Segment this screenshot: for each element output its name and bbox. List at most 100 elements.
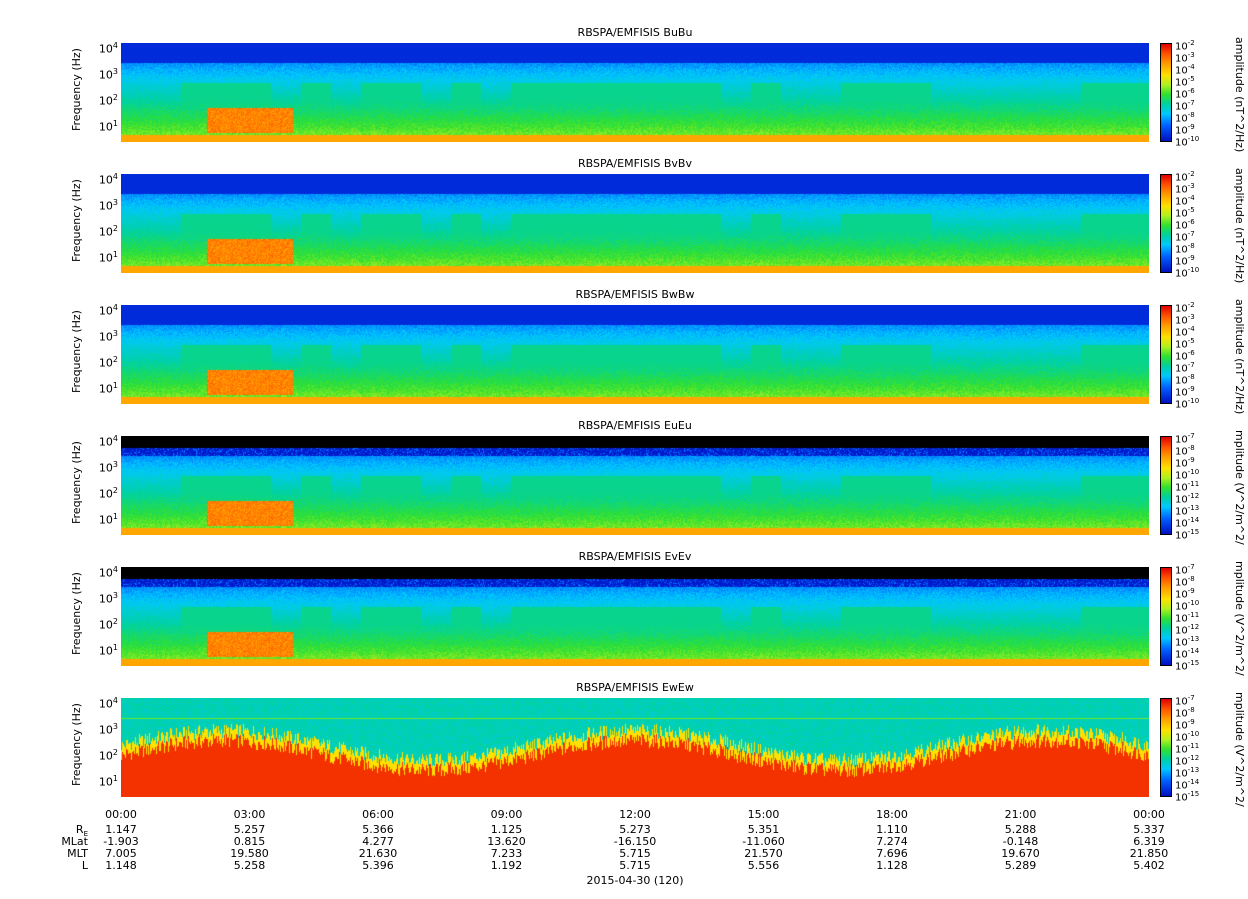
colorbar-title: amplitude (nT^2/Hz) <box>1233 37 1246 153</box>
colorbar-tick-label: 10-4 <box>1175 63 1195 77</box>
y-tick-label: 102 <box>98 355 118 370</box>
panel-title: RBSPA/EMFISIS EuEu <box>578 419 692 432</box>
colorbar-tick-label: 10-3 <box>1175 182 1195 196</box>
colorbar-tick-label: 10-11 <box>1175 611 1200 625</box>
colorbar-tick-label: 10-2 <box>1175 301 1195 315</box>
ephemeris-name: MLT <box>67 847 88 860</box>
y-axis-label: Frequency (Hz) <box>70 703 83 786</box>
colorbar <box>1160 567 1172 666</box>
colorbar-tick-label: 10-11 <box>1175 742 1200 756</box>
colorbar-tick-label: 10-15 <box>1175 528 1200 542</box>
colorbar-tick-label: 10-3 <box>1175 51 1195 65</box>
colorbar-tick-label: 10-12 <box>1175 623 1200 637</box>
ephemeris-value: 7.233 <box>490 847 523 860</box>
y-tick-label: 104 <box>98 565 118 580</box>
colorbar-tick-label: 10-14 <box>1175 516 1200 530</box>
y-tick-label: 101 <box>98 381 118 396</box>
y-tick-label: 103 <box>98 198 118 213</box>
ephemeris-value: 5.289 <box>1004 859 1037 872</box>
colorbar-tick-label: 10-10 <box>1175 468 1200 482</box>
ephemeris-value: 6.319 <box>1133 835 1165 848</box>
ephemeris-value: -0.148 <box>1002 835 1039 848</box>
x-tick-label: 00:00 <box>105 808 137 821</box>
colorbar-tick-label: 10-8 <box>1175 373 1195 387</box>
colorbar-tick-label: 10-9 <box>1175 587 1195 601</box>
colorbar-tick-label: 10-4 <box>1175 194 1195 208</box>
ephemeris-value: 7.696 <box>876 847 908 860</box>
ephemeris-value: 1.148 <box>105 859 137 872</box>
colorbar-tick-label: 10-9 <box>1175 123 1195 137</box>
panel-title: RBSPA/EMFISIS BwBw <box>575 288 695 301</box>
colorbar-tick-label: 10-2 <box>1175 39 1195 53</box>
y-tick-label: 104 <box>98 434 118 449</box>
ephemeris-value: 7.274 <box>876 835 908 848</box>
ephemeris-value: 13.620 <box>487 835 526 848</box>
ephemeris-value: 19.670 <box>1001 847 1040 860</box>
ephemeris-value: 19.580 <box>230 847 269 860</box>
y-tick-label: 104 <box>98 303 118 318</box>
ephemeris-name: L <box>81 859 88 872</box>
colorbar-tick-label: 10-13 <box>1175 635 1200 649</box>
colorbar-tick-label: 10-6 <box>1175 218 1195 232</box>
panel-title: RBSPA/EMFISIS EvEv <box>578 550 692 563</box>
spectrogram-2 <box>121 305 1149 404</box>
y-tick-label: 102 <box>98 748 118 763</box>
ephemeris-name: RE <box>75 823 88 839</box>
colorbar-title: amplitude (nT^2/Hz) <box>1233 299 1246 415</box>
panel-title: RBSPA/EMFISIS BvBv <box>578 157 692 170</box>
colorbar-tick-label: 10-7 <box>1175 563 1195 577</box>
ephemeris-value: 21.630 <box>358 847 398 860</box>
colorbar-title: mplitude (V^2/m^2/ <box>1233 561 1246 676</box>
colorbar-tick-label: 10-10 <box>1175 135 1200 149</box>
y-tick-label: 101 <box>98 119 118 134</box>
y-tick-label: 101 <box>98 250 118 265</box>
ephemeris-value: 5.337 <box>1133 823 1165 836</box>
x-tick-label: 15:00 <box>747 808 780 821</box>
colorbar-tick-label: 10-3 <box>1175 313 1195 327</box>
colorbar-tick-label: 10-13 <box>1175 504 1200 518</box>
ephemeris-value: 21.850 <box>1129 847 1169 860</box>
panel-title: RBSPA/EMFISIS BuBu <box>577 26 693 39</box>
x-tick-label: 12:00 <box>619 808 651 821</box>
ephemeris-value: 5.715 <box>619 859 651 872</box>
y-axis-label: Frequency (Hz) <box>70 179 83 262</box>
colorbar-tick-label: 10-7 <box>1175 99 1195 113</box>
colorbar-tick-label: 10-2 <box>1175 170 1195 184</box>
y-axis-label: Frequency (Hz) <box>70 441 83 524</box>
colorbar-tick-label: 10-9 <box>1175 254 1195 268</box>
colorbar-tick-label: 10-7 <box>1175 361 1195 375</box>
x-tick-label: 09:00 <box>490 808 523 821</box>
ephemeris-value: 21.570 <box>744 847 783 860</box>
y-tick-label: 101 <box>98 643 118 658</box>
colorbar-tick-label: 10-8 <box>1175 575 1195 589</box>
colorbar-tick-label: 10-8 <box>1175 706 1195 720</box>
y-tick-label: 101 <box>98 774 118 789</box>
ephemeris-value: -11.060 <box>742 835 785 848</box>
spectrogram-1 <box>121 174 1149 273</box>
colorbar <box>1160 436 1172 535</box>
ephemeris-value: 1.128 <box>876 859 908 872</box>
colorbar-tick-label: 10-7 <box>1175 230 1195 244</box>
colorbar <box>1160 305 1172 404</box>
panel-title: RBSPA/EMFISIS EwEw <box>576 681 694 694</box>
ephemeris-value: 5.273 <box>619 823 651 836</box>
colorbar-tick-label: 10-5 <box>1175 75 1195 89</box>
x-tick-label: 03:00 <box>233 808 266 821</box>
ephemeris-value: 5.258 <box>233 859 266 872</box>
y-tick-label: 102 <box>98 224 118 239</box>
ephemeris-value: 5.366 <box>362 823 394 836</box>
x-tick-label: 06:00 <box>362 808 394 821</box>
spectrogram-5 <box>121 698 1149 797</box>
y-axis-label: Frequency (Hz) <box>70 572 83 655</box>
colorbar <box>1160 174 1172 273</box>
colorbar-tick-label: 10-7 <box>1175 694 1195 708</box>
ephemeris-value: 5.396 <box>362 859 394 872</box>
y-tick-label: 102 <box>98 617 118 632</box>
colorbar-tick-label: 10-4 <box>1175 325 1195 339</box>
ephemeris-value: 1.125 <box>490 823 523 836</box>
colorbar-tick-label: 10-11 <box>1175 480 1200 494</box>
x-tick-label: 21:00 <box>1004 808 1037 821</box>
colorbar-tick-label: 10-12 <box>1175 754 1200 768</box>
ephemeris-value: 5.288 <box>1004 823 1037 836</box>
colorbar-tick-label: 10-10 <box>1175 730 1200 744</box>
